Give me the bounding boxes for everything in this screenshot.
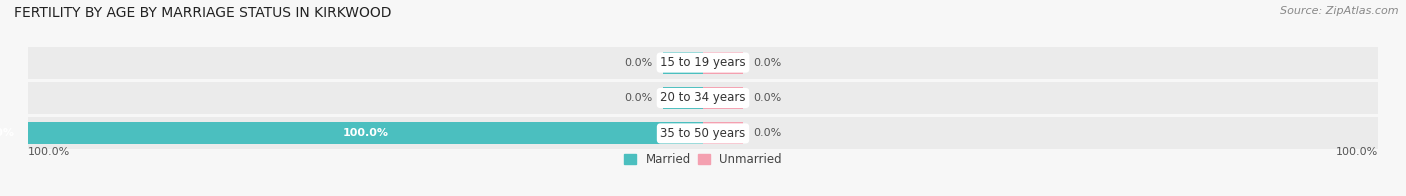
Bar <box>703 87 744 109</box>
Bar <box>28 47 1378 79</box>
Text: 35 to 50 years: 35 to 50 years <box>661 127 745 140</box>
Text: 100.0%: 100.0% <box>1336 147 1378 157</box>
Text: FERTILITY BY AGE BY MARRIAGE STATUS IN KIRKWOOD: FERTILITY BY AGE BY MARRIAGE STATUS IN K… <box>14 6 391 20</box>
Text: 0.0%: 0.0% <box>754 128 782 138</box>
Bar <box>662 52 703 74</box>
Bar <box>28 82 1378 114</box>
Legend: Married, Unmarried: Married, Unmarried <box>620 149 786 171</box>
Text: 0.0%: 0.0% <box>754 58 782 68</box>
Bar <box>703 52 744 74</box>
Bar <box>703 122 744 144</box>
Text: 0.0%: 0.0% <box>624 93 652 103</box>
Text: 0.0%: 0.0% <box>624 58 652 68</box>
Text: Source: ZipAtlas.com: Source: ZipAtlas.com <box>1281 6 1399 16</box>
Text: 15 to 19 years: 15 to 19 years <box>661 56 745 69</box>
Bar <box>28 122 703 144</box>
Bar <box>28 117 1378 149</box>
Text: 100.0%: 100.0% <box>28 147 70 157</box>
Text: 100.0%: 100.0% <box>343 128 388 138</box>
Text: 0.0%: 0.0% <box>754 93 782 103</box>
Text: 20 to 34 years: 20 to 34 years <box>661 92 745 104</box>
Bar <box>662 87 703 109</box>
Text: 100.0%: 100.0% <box>0 128 14 138</box>
